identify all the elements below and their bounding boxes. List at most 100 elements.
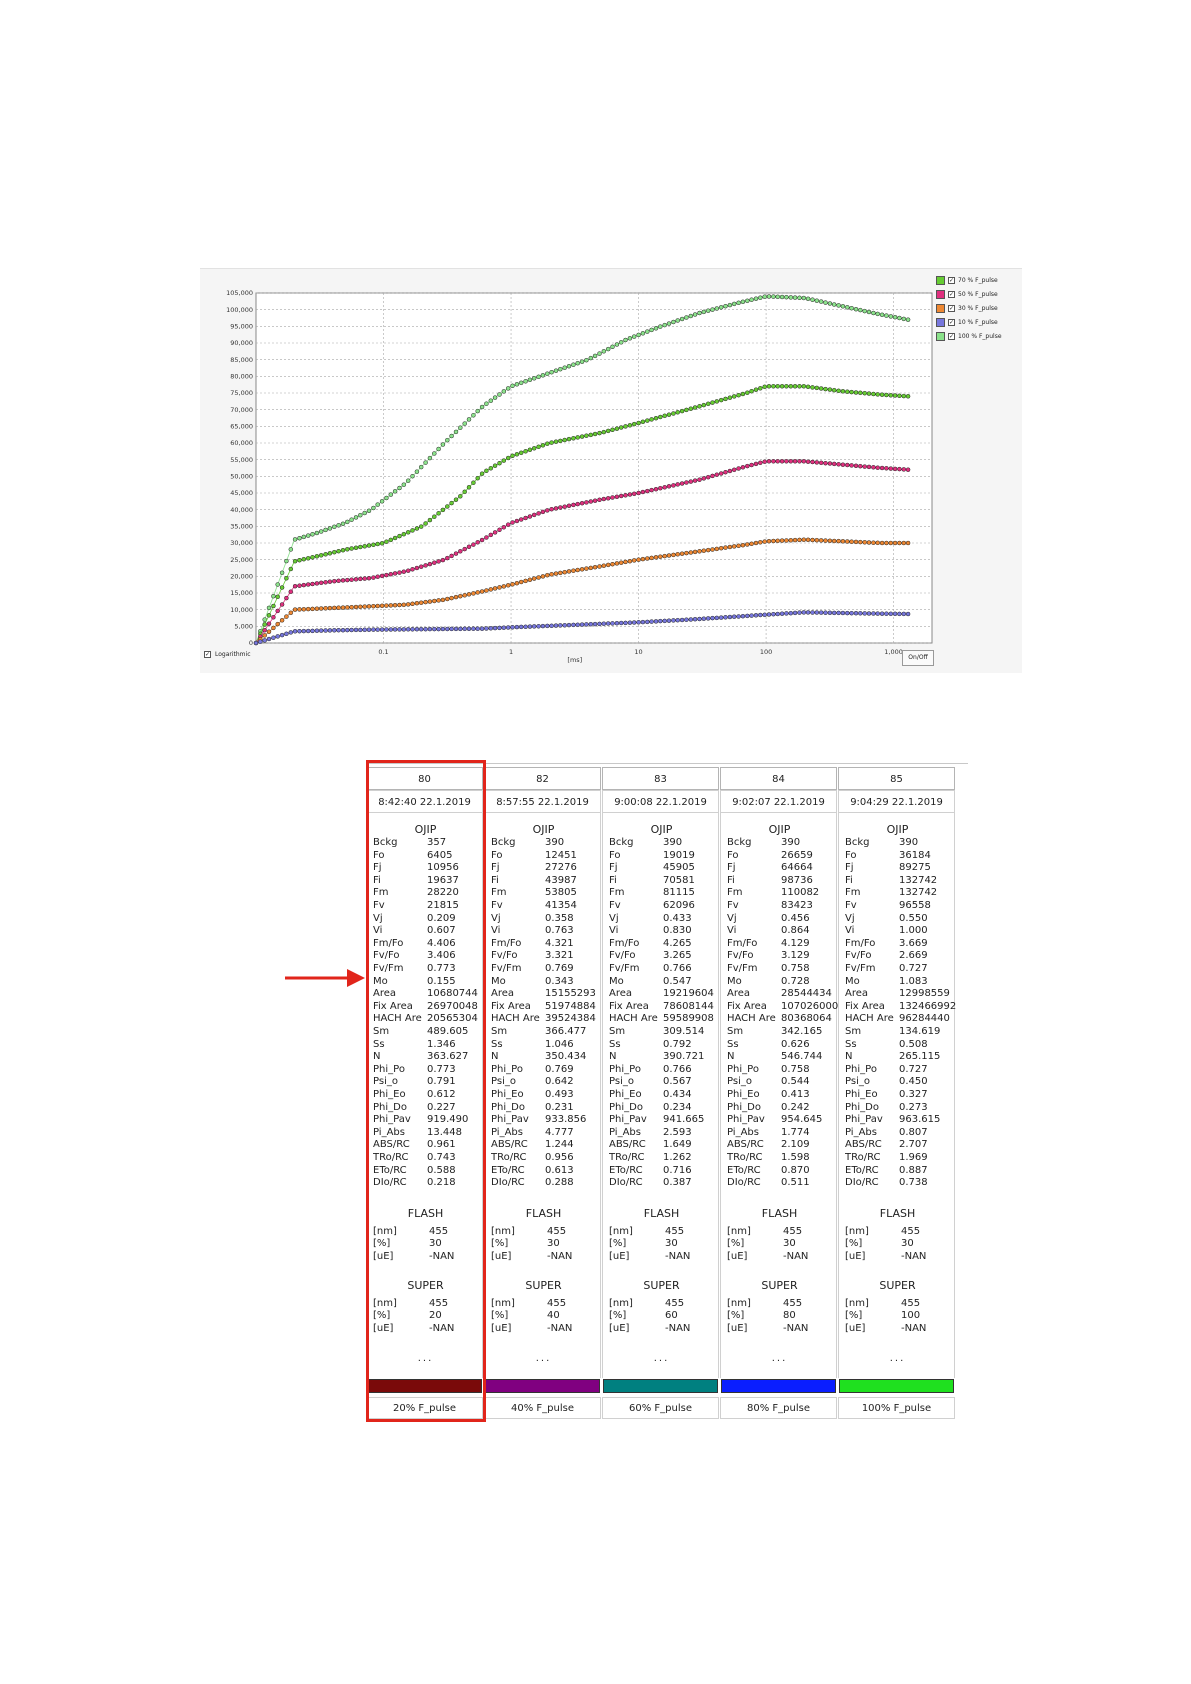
- table-column[interactable]: 82 8:57:55 22.1.2019 OJIP Bckg 390 Fo 12451 Fj 2…: [484, 767, 601, 1421]
- data-point: [766, 294, 772, 299]
- data-point: [731, 614, 737, 619]
- data-point: [553, 571, 559, 576]
- checkbox-checked-icon[interactable]: ✓: [948, 332, 955, 340]
- param-row: Area 15155293: [491, 988, 596, 1001]
- legend-item[interactable]: ✓ 30 % F_pulse: [936, 301, 1020, 315]
- data-point: [436, 559, 441, 564]
- param-name: Fv/Fm: [609, 963, 640, 974]
- column-body: OJIP Bckg 390 Fo 26659 Fj 64664 Fi 98736 Fm 110082…: [720, 813, 838, 1378]
- data-point: [779, 384, 785, 389]
- param-name: Pi_Abs: [373, 1126, 405, 1138]
- param-row: Fi 70581: [609, 875, 714, 888]
- param-name: Phi_Pav: [491, 1114, 529, 1126]
- param-name: Fv: [727, 900, 739, 911]
- param-value: 0.791: [427, 1076, 456, 1088]
- flash-row: [nm] 455: [373, 1226, 478, 1239]
- flash-param-name: [nm]: [609, 1226, 633, 1237]
- data-point: [423, 626, 428, 632]
- flash-row: [uE] -NAN: [491, 1251, 596, 1264]
- data-point: [362, 627, 367, 633]
- checkbox-checked-icon[interactable]: ✓: [204, 651, 211, 658]
- on-off-button[interactable]: On/Off: [902, 650, 934, 666]
- param-name: Mo: [373, 975, 388, 987]
- checkbox-checked-icon[interactable]: ✓: [948, 290, 955, 298]
- flash-row: [nm] 455: [727, 1226, 832, 1239]
- param-value: 0.508: [899, 1038, 928, 1050]
- param-row: Psi_o 0.450: [845, 1076, 950, 1089]
- data-point: [349, 604, 354, 610]
- data-point: [327, 628, 333, 633]
- data-point: [697, 616, 702, 622]
- param-row: ABS/RC 1.244: [491, 1139, 596, 1152]
- param-name: Vj: [491, 912, 501, 924]
- data-point: [814, 460, 820, 465]
- legend-item[interactable]: ✓ 10 % F_pulse: [936, 315, 1020, 329]
- data-point: [505, 625, 511, 630]
- data-point: [301, 534, 307, 540]
- legend-item[interactable]: ✓ 70 % F_pulse: [936, 273, 1020, 287]
- plot-area: [255, 292, 933, 644]
- param-row: Phi_Pav 919.490: [373, 1114, 478, 1127]
- table-column[interactable]: 84 9:02:07 22.1.2019 OJIP Bckg 390 Fo 26659 Fj 6…: [720, 767, 838, 1421]
- data-point: [731, 467, 737, 473]
- data-point: [662, 618, 667, 624]
- data-point: [458, 549, 463, 554]
- param-name: Fm: [373, 887, 389, 899]
- param-name: Phi_Eo: [727, 1089, 760, 1100]
- param-value: 0.887: [899, 1164, 928, 1176]
- legend-swatch: [936, 317, 945, 327]
- data-point: [497, 585, 502, 590]
- y-tick-label: 25,000: [230, 556, 253, 564]
- super-row: [nm] 455: [727, 1298, 832, 1311]
- data-point: [684, 617, 689, 622]
- data-point: [462, 593, 467, 598]
- checkbox-checked-icon[interactable]: ✓: [948, 276, 955, 284]
- param-value: 390: [663, 837, 683, 848]
- data-point: [771, 459, 776, 464]
- data-point: [718, 471, 724, 476]
- table-column[interactable]: 85 9:04:29 22.1.2019 OJIP Bckg 390 Fo 36184 Fj 8…: [838, 767, 956, 1421]
- flash-row: [uE] -NAN: [727, 1251, 832, 1264]
- data-point: [510, 383, 515, 389]
- super-param-name: [%]: [727, 1310, 745, 1322]
- data-point: [740, 613, 746, 619]
- checkbox-checked-icon[interactable]: ✓: [948, 304, 955, 312]
- data-point: [597, 621, 602, 627]
- checkbox-checked-icon[interactable]: ✓: [948, 318, 955, 326]
- x-tick-label: 100: [760, 648, 772, 656]
- data-point: [310, 555, 315, 560]
- data-point: [288, 610, 294, 616]
- data-point: [688, 617, 694, 622]
- data-point: [779, 611, 785, 616]
- data-point: [405, 602, 411, 607]
- data-point: [405, 530, 411, 535]
- data-point: [284, 631, 289, 637]
- data-point: [658, 554, 663, 559]
- legend-item[interactable]: ✓ 100 % F_pulse: [936, 329, 1020, 343]
- param-name: Fi: [727, 874, 735, 886]
- param-name: Fo: [491, 849, 503, 861]
- param-name: Area: [845, 988, 869, 1000]
- param-name: ETo/RC: [491, 1164, 525, 1176]
- flash-param-name: [uE]: [373, 1250, 394, 1262]
- table-column[interactable]: 80 8:42:40 22.1.2019 OJIP Bckg 357 Fo 6405 Fj 10…: [366, 767, 483, 1421]
- data-point: [388, 627, 394, 632]
- param-value: 3.406: [427, 950, 456, 962]
- data-point: [740, 299, 746, 305]
- data-point: [271, 625, 276, 631]
- param-name: Fm: [609, 887, 625, 899]
- param-row: Sm 366.477: [491, 1026, 596, 1039]
- table-column[interactable]: 83 9:00:08 22.1.2019 OJIP Bckg 390 Fo 19019 Fj 4…: [602, 767, 719, 1421]
- data-point: [445, 504, 450, 509]
- param-value: 0.870: [781, 1164, 810, 1176]
- data-point: [292, 537, 298, 542]
- legend-item[interactable]: ✓ 50 % F_pulse: [936, 287, 1020, 301]
- logarithmic-checkbox[interactable]: ✓ Logarithmic: [204, 651, 251, 658]
- param-name: DIo/RC: [373, 1177, 407, 1189]
- data-point: [684, 480, 689, 485]
- data-point: [558, 366, 563, 372]
- data-point: [653, 326, 659, 331]
- column-timestamp: 9:04:29 22.1.2019: [838, 790, 955, 813]
- param-name: Ss: [373, 1038, 385, 1050]
- data-point: [571, 502, 576, 508]
